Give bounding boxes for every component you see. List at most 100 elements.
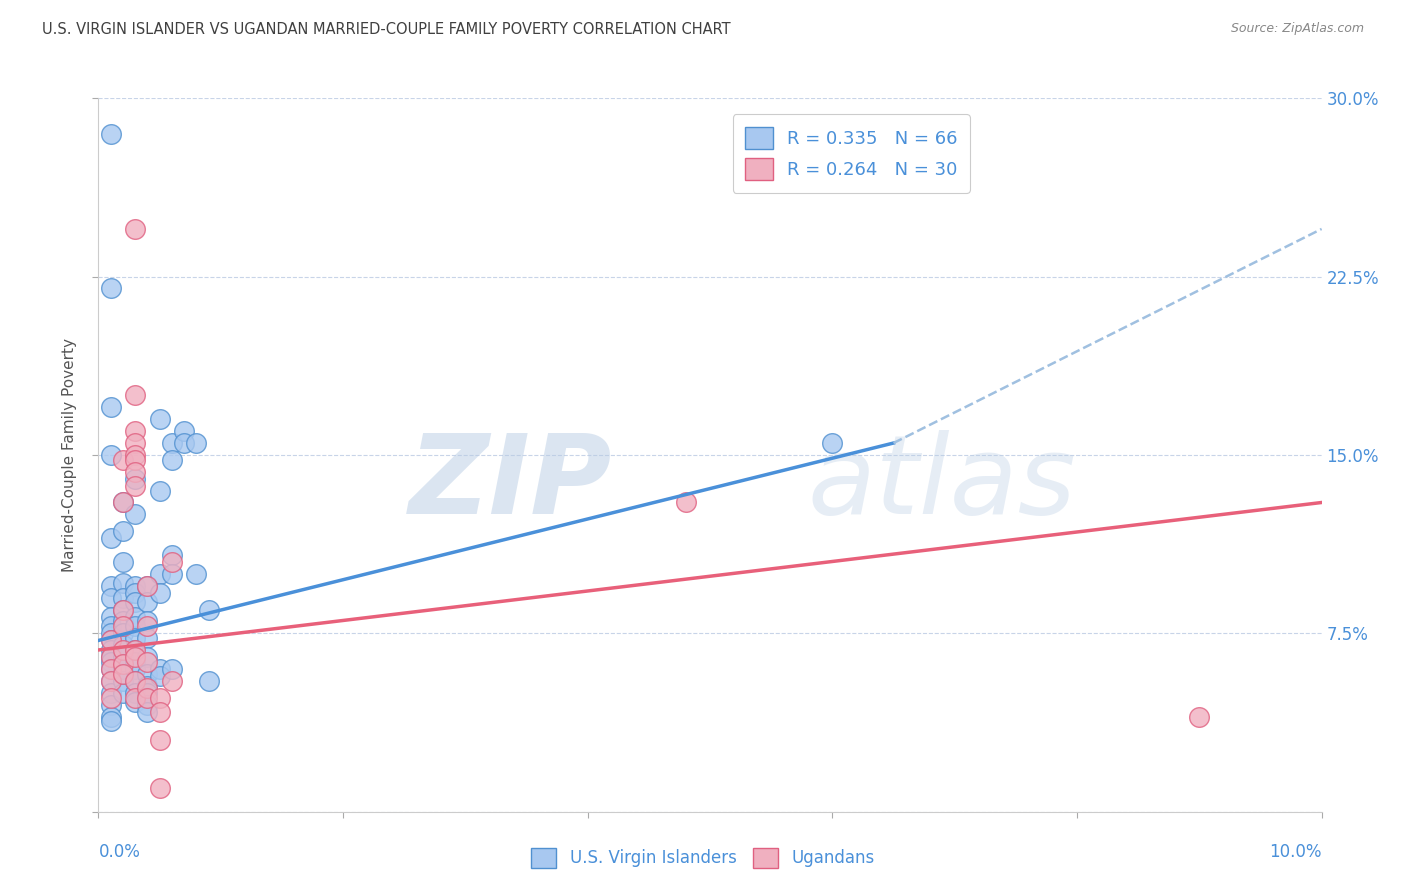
Point: [149, 780, 172, 795]
Point: [136, 705, 159, 719]
Point: [124, 465, 146, 479]
Point: [160, 452, 183, 467]
Point: [100, 650, 122, 665]
Point: [124, 686, 146, 700]
Point: [111, 657, 134, 672]
Point: [100, 714, 122, 729]
Point: [821, 436, 844, 450]
Point: [136, 679, 159, 693]
Point: [124, 222, 146, 236]
Y-axis label: Married-Couple Family Poverty: Married-Couple Family Poverty: [62, 338, 77, 572]
Point: [124, 579, 146, 593]
Point: [160, 555, 183, 569]
Point: [111, 650, 134, 665]
Point: [111, 615, 134, 629]
Point: [111, 495, 134, 509]
Point: [124, 452, 146, 467]
Text: atlas: atlas: [808, 430, 1077, 537]
Point: [124, 586, 146, 600]
Point: [136, 690, 159, 705]
Point: [136, 650, 159, 665]
Point: [124, 631, 146, 645]
Point: [149, 690, 172, 705]
Point: [136, 655, 159, 669]
Point: [100, 686, 122, 700]
Point: [149, 566, 172, 581]
Point: [197, 602, 219, 616]
Point: [100, 531, 122, 545]
Point: [111, 666, 134, 681]
Point: [124, 643, 146, 657]
Point: [100, 690, 122, 705]
Point: [100, 662, 122, 676]
Point: [100, 643, 122, 657]
Point: [100, 673, 122, 688]
Point: [186, 436, 208, 450]
Point: [160, 566, 183, 581]
Point: [124, 673, 146, 688]
Point: [160, 662, 183, 676]
Point: [149, 705, 172, 719]
Point: [124, 690, 146, 705]
Point: [173, 436, 195, 450]
Point: [124, 472, 146, 486]
Point: [136, 698, 159, 712]
Point: [111, 524, 134, 538]
Point: [160, 548, 183, 562]
Point: [136, 619, 159, 633]
Point: [100, 662, 122, 676]
Point: [111, 626, 134, 640]
Point: [136, 579, 159, 593]
Point: [160, 673, 183, 688]
Point: [100, 655, 122, 669]
Point: [124, 388, 146, 402]
Point: [124, 650, 146, 665]
Point: [100, 633, 122, 648]
Point: [100, 127, 122, 141]
Point: [111, 657, 134, 672]
Point: [124, 655, 146, 669]
Point: [124, 619, 146, 633]
Point: [136, 579, 159, 593]
Point: [136, 595, 159, 609]
Point: [111, 602, 134, 616]
Point: [149, 483, 172, 498]
Point: [136, 615, 159, 629]
Point: [100, 281, 122, 295]
Text: U.S. VIRGIN ISLANDER VS UGANDAN MARRIED-COUPLE FAMILY POVERTY CORRELATION CHART: U.S. VIRGIN ISLANDER VS UGANDAN MARRIED-…: [42, 22, 731, 37]
Point: [111, 602, 134, 616]
Point: [173, 424, 195, 438]
Point: [111, 591, 134, 605]
Point: [124, 695, 146, 709]
Point: [149, 669, 172, 683]
Text: Source: ZipAtlas.com: Source: ZipAtlas.com: [1230, 22, 1364, 36]
Point: [1188, 709, 1211, 723]
Point: [100, 579, 122, 593]
Point: [111, 643, 134, 657]
Point: [160, 436, 183, 450]
Point: [111, 495, 134, 509]
Point: [124, 643, 146, 657]
Point: [100, 698, 122, 712]
Point: [124, 479, 146, 493]
Point: [111, 619, 134, 633]
Point: [149, 733, 172, 747]
Point: [111, 662, 134, 676]
Point: [124, 436, 146, 450]
Point: [111, 452, 134, 467]
Point: [100, 709, 122, 723]
Point: [136, 666, 159, 681]
Legend: U.S. Virgin Islanders, Ugandans: U.S. Virgin Islanders, Ugandans: [524, 841, 882, 875]
Point: [100, 650, 122, 665]
Point: [124, 673, 146, 688]
Point: [111, 555, 134, 569]
Point: [149, 662, 172, 676]
Legend: R = 0.335   N = 66, R = 0.264   N = 30: R = 0.335 N = 66, R = 0.264 N = 30: [733, 114, 970, 193]
Point: [124, 448, 146, 462]
Point: [100, 401, 122, 415]
Point: [111, 638, 134, 652]
Point: [124, 609, 146, 624]
Point: [136, 631, 159, 645]
Text: 0.0%: 0.0%: [98, 843, 141, 861]
Point: [100, 448, 122, 462]
